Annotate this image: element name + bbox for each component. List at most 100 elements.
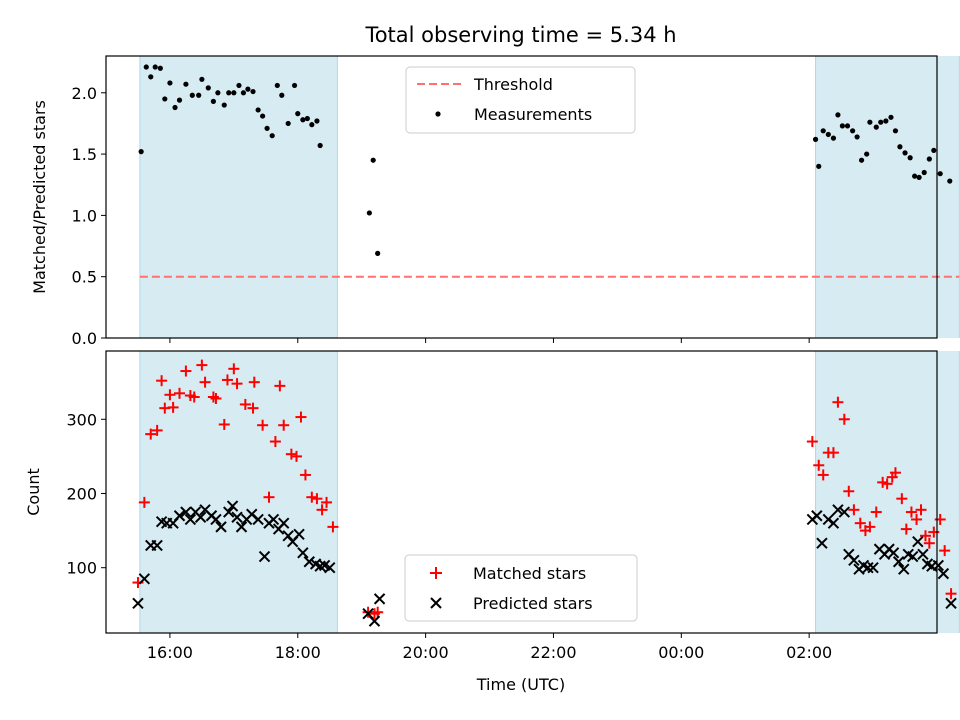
matched-star-point <box>151 424 163 436</box>
shaded-interval-1 <box>815 351 960 633</box>
predicted-star-point <box>138 573 151 585</box>
top-axes-frame <box>105 55 938 339</box>
measurement-point <box>269 133 275 139</box>
matched-star-point <box>306 491 318 503</box>
measurement-point <box>210 98 216 104</box>
matched-star-point <box>327 521 339 533</box>
matched-star-point <box>299 469 311 481</box>
ytick-label: 200 <box>66 484 97 503</box>
bottom-xlabel: Time (UTC) <box>476 675 565 694</box>
ytick-label: 0.5 <box>72 268 97 287</box>
top-panel: 0.00.51.01.52.0 Matched/Predicted stars … <box>30 55 960 348</box>
legend-predicted-label: Predicted stars <box>473 594 593 613</box>
measurement-point <box>291 82 298 89</box>
measurement-point <box>873 124 879 130</box>
matched-star-point <box>156 375 168 387</box>
measurement-point <box>264 125 270 131</box>
matched-star-point <box>210 392 222 404</box>
matched-star-point <box>167 401 179 413</box>
predicted-star-point <box>210 513 222 526</box>
matched-star-point <box>285 448 297 460</box>
predicted-star-point <box>282 530 294 542</box>
predicted-star-point <box>226 500 239 512</box>
matched-star-point <box>145 428 157 440</box>
measurement-point <box>167 80 173 86</box>
matched-star-point <box>290 450 302 462</box>
measurement-point <box>366 210 372 216</box>
matched-star-point <box>881 478 893 490</box>
ytick-label: 1.5 <box>72 145 97 164</box>
matched-star-point <box>247 402 259 414</box>
predicted-star-point <box>368 615 381 627</box>
measurement-point <box>148 74 154 80</box>
measurement-point <box>250 88 256 95</box>
matched-star-point <box>196 359 208 371</box>
matched-star-point <box>138 496 150 508</box>
chart-title: Total observing time = 5.34 h <box>364 23 676 47</box>
predicted-star-point <box>907 550 919 563</box>
matched-star-point <box>923 537 935 549</box>
predicted-star-point <box>231 511 243 523</box>
predicted-star-point <box>862 561 874 574</box>
bottom-xticks: 16:00 18:00 20:00 22:00 00:00 02:00 <box>147 633 832 662</box>
measurement-point <box>839 123 845 129</box>
measurement-point <box>240 90 247 96</box>
predicted-star-point <box>297 547 309 559</box>
matched-star-point <box>221 374 233 386</box>
predicted-star-point <box>324 561 336 574</box>
predicted-star-point <box>887 547 900 559</box>
predicted-star-point <box>838 506 851 518</box>
predicted-star-point <box>180 506 192 518</box>
matched-star-point <box>827 447 839 459</box>
predicted-star-point <box>277 517 290 529</box>
measurement-point <box>300 117 306 123</box>
matched-star-point <box>864 521 876 533</box>
shaded-interval-1 <box>815 56 960 338</box>
bottom-legend: Matched stars Predicted stars <box>404 554 638 622</box>
bottom-axes-frame <box>105 350 938 634</box>
predicted-star-point <box>867 561 879 574</box>
matched-star-point <box>295 411 307 423</box>
measurement-point <box>215 90 221 96</box>
predicted-star-point <box>258 550 271 563</box>
predicted-star-point <box>832 504 844 516</box>
measurement-point <box>176 97 183 103</box>
predicted-star-point <box>252 513 264 526</box>
matched-star-point <box>919 530 931 542</box>
measurement-point <box>189 92 195 98</box>
measurement-point <box>255 107 261 113</box>
measurement-point <box>152 64 158 70</box>
measurement-point <box>183 81 189 87</box>
measurement-point <box>835 112 841 118</box>
predicted-star-point <box>267 513 280 526</box>
ytick-label: 1.0 <box>72 206 97 225</box>
matched-star-point <box>813 459 825 471</box>
predicted-star-point <box>898 563 910 575</box>
measurement-point <box>867 119 873 125</box>
legend-threshold-label: Threshold <box>473 75 553 94</box>
measurement-point <box>138 149 144 155</box>
measurement-point <box>274 82 280 89</box>
predicted-star-point <box>184 513 197 526</box>
measurement-point <box>309 122 315 128</box>
predicted-star-point <box>132 597 144 610</box>
predicted-star-point <box>937 567 950 580</box>
bottom-yticks: 100 200 300 <box>66 410 106 578</box>
matched-star-point <box>231 378 243 390</box>
measurement-point <box>916 174 922 180</box>
measurement-point <box>236 82 242 89</box>
measurement-point <box>816 163 822 169</box>
predicted-star-point <box>235 521 248 533</box>
top-points <box>138 64 953 256</box>
matched-star-point <box>911 513 923 525</box>
measurement-point <box>844 123 851 129</box>
matched-star-point <box>207 391 219 403</box>
predicted-star-point <box>848 554 860 566</box>
measurement-point <box>854 134 860 140</box>
matched-star-point <box>843 485 855 497</box>
shaded-interval-0 <box>139 351 338 633</box>
matched-star-point <box>218 418 230 430</box>
matched-star-point <box>263 491 275 503</box>
measurement-point <box>937 171 943 177</box>
